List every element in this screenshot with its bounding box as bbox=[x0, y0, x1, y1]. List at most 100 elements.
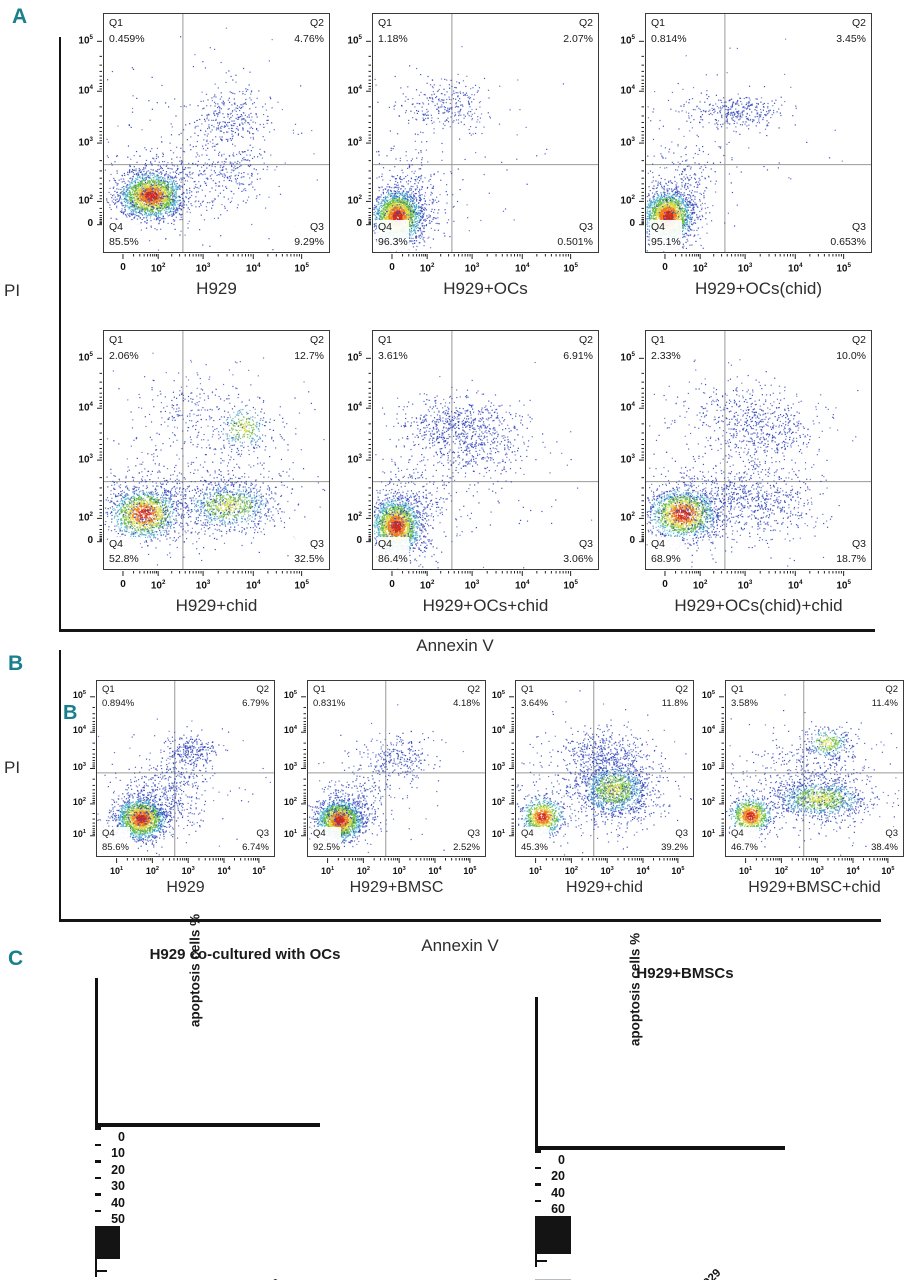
panel-b-x-axis-line bbox=[59, 919, 881, 922]
x-axis-tick-label: 101 bbox=[110, 866, 124, 876]
quadrant-q1-value: 2.06% bbox=[109, 349, 139, 362]
quadrant-q2-value: 4.76% bbox=[294, 32, 324, 45]
y-axis-tick-label: 105 bbox=[620, 351, 635, 364]
plot-frame bbox=[96, 680, 275, 857]
x-axis-tick-label: 105 bbox=[671, 866, 685, 876]
x-tick-mark bbox=[535, 1262, 537, 1268]
quadrant-q3-name: Q3 bbox=[851, 537, 866, 550]
quadrant-q3-name: Q3 bbox=[851, 220, 866, 233]
x-axis-tick-label: 103 bbox=[737, 262, 753, 275]
quadrant-q1: Q1 2.33% bbox=[650, 333, 682, 365]
quadrant-q4-value: 85.5% bbox=[109, 236, 139, 249]
quadrant-q2-name: Q2 bbox=[851, 334, 866, 346]
quadrant-q4-name: Q4 bbox=[313, 827, 326, 839]
flow-plot: Q1 0.831% Q2 4.18% Q4 92.5% Q3 2.52% 105 104 103 10… bbox=[284, 680, 486, 896]
quadrant-q4-name: Q4 bbox=[378, 220, 393, 233]
y-axis-tick-label: 102 bbox=[347, 194, 362, 207]
quadrant-q1-value: 0.459% bbox=[109, 32, 145, 45]
quadrant-q4: Q4 92.5% bbox=[312, 826, 341, 855]
quadrant-q1-value: 1.18% bbox=[378, 32, 408, 45]
quadrant-q3-value: 39.2% bbox=[661, 841, 688, 853]
flow-plot: Q1 3.64% Q2 11.8% Q4 45.3% Q3 39.2% 105 104 103 102… bbox=[492, 680, 694, 896]
quadrant-q1-name: Q1 bbox=[651, 334, 666, 346]
x-axis-tick-label: 104 bbox=[245, 579, 261, 592]
quadrant-q2-name: Q2 bbox=[256, 684, 269, 695]
y-axis-tick-label: 0 bbox=[356, 217, 362, 229]
panel-c-label: C bbox=[8, 947, 24, 970]
x-axis-tick-label: 102 bbox=[419, 262, 435, 275]
y-tick-mark bbox=[535, 1183, 541, 1186]
y-axis-line bbox=[95, 978, 98, 1123]
quadrant-q4-value: 85.6% bbox=[102, 841, 129, 853]
x-axis-line bbox=[95, 1123, 320, 1127]
quadrant-q2-value: 2.07% bbox=[563, 32, 593, 45]
x-axis-tick-label: 104 bbox=[217, 866, 231, 876]
x-axis-tick-label: 104 bbox=[787, 262, 803, 275]
quadrant-q1-value: 3.61% bbox=[378, 349, 408, 362]
panel-b-x-axis-title: Annexin V bbox=[421, 936, 499, 955]
y-axis-tick-label: 105 bbox=[701, 689, 715, 700]
quadrant-q4: Q4 95.1% bbox=[650, 219, 682, 251]
y-tick-mark bbox=[95, 1143, 101, 1146]
panel-a-x-axis-line bbox=[59, 629, 875, 632]
y-tick-mark bbox=[535, 1199, 541, 1203]
quadrant-q3-name: Q3 bbox=[467, 827, 480, 839]
quadrant-q3: Q3 0.501% bbox=[556, 219, 594, 251]
y-axis-tick-label: 105 bbox=[78, 34, 93, 47]
y-axis-tick-label: 104 bbox=[78, 84, 93, 97]
y-axis-tick-label: 105 bbox=[78, 351, 93, 364]
quadrant-q1-value: 3.58% bbox=[731, 698, 758, 710]
quadrant-q3-value: 0.501% bbox=[557, 236, 593, 249]
quadrant-q3-name: Q3 bbox=[885, 827, 898, 839]
y-axis-tick-label: 103 bbox=[620, 136, 635, 149]
y-axis-tick-label: 102 bbox=[347, 511, 362, 524]
x-axis-tick-label: 102 bbox=[692, 262, 708, 275]
quadrant-q2: Q2 11.8% bbox=[660, 683, 689, 712]
x-axis-tick-label: 103 bbox=[464, 579, 480, 592]
quadrant-q1-value: 3.64% bbox=[521, 698, 548, 710]
panel-a-label: A bbox=[12, 5, 28, 28]
y-tick-mark bbox=[95, 1160, 101, 1163]
y-axis-tick-label: 104 bbox=[620, 401, 635, 414]
quadrant-q2: Q2 6.91% bbox=[562, 333, 594, 365]
y-tick-label: 30 bbox=[111, 1179, 125, 1193]
quadrant-q4-name: Q4 bbox=[378, 537, 393, 550]
quadrant-q3-name: Q3 bbox=[309, 220, 324, 233]
x-axis-tick-label: 105 bbox=[836, 579, 851, 592]
quadrant-q1-name: Q1 bbox=[109, 17, 124, 29]
quadrant-q2-value: 12.7% bbox=[294, 349, 324, 362]
y-axis-tick-label: 102 bbox=[78, 511, 93, 524]
quadrant-q1: Q1 0.894% bbox=[101, 683, 136, 712]
bar bbox=[535, 1216, 571, 1254]
quadrant-q4-name: Q4 bbox=[109, 220, 124, 233]
plot-frame bbox=[515, 680, 694, 857]
quadrant-q4-value: 52.8% bbox=[109, 553, 139, 566]
plot-frame bbox=[372, 330, 599, 570]
quadrant-q3-name: Q3 bbox=[675, 827, 688, 839]
quadrant-q1-value: 0.814% bbox=[651, 32, 687, 45]
x-axis-tick-label: 104 bbox=[428, 866, 442, 876]
quadrant-q1-name: Q1 bbox=[102, 684, 115, 695]
quadrant-q3: Q3 3.06% bbox=[562, 536, 594, 568]
quadrant-q2-value: 3.45% bbox=[836, 32, 866, 45]
quadrant-q4-name: Q4 bbox=[102, 827, 115, 839]
quadrant-q4-value: 68.9% bbox=[651, 553, 681, 566]
y-axis-tick-label: 103 bbox=[72, 761, 86, 772]
x-category-label: H929 bbox=[588, 1267, 724, 1280]
plot-title: H929 bbox=[166, 879, 205, 896]
plot-frame bbox=[307, 680, 486, 857]
quadrant-q1: Q1 0.831% bbox=[312, 683, 347, 712]
y-tick-mark bbox=[535, 1150, 541, 1153]
quadrant-q4-value: 96.3% bbox=[378, 236, 408, 249]
flow-plot: Q1 3.58% Q2 11.4% Q4 46.7% Q3 38.4% 105 104 103 102… bbox=[702, 680, 904, 896]
y-axis-tick-label: 102 bbox=[78, 194, 93, 207]
quadrant-q3-value: 0.653% bbox=[830, 236, 866, 249]
quadrant-q4-value: 92.5% bbox=[313, 841, 340, 853]
flow-plot: Q1 2.33% Q2 10.0% Q4 68.9% Q3 18.7% 105 104 103 102… bbox=[620, 330, 872, 615]
panel-a-x-axis-title: Annexin V bbox=[416, 636, 494, 655]
quadrant-q1-name: Q1 bbox=[109, 334, 124, 346]
quadrant-q2-name: Q2 bbox=[675, 684, 688, 695]
